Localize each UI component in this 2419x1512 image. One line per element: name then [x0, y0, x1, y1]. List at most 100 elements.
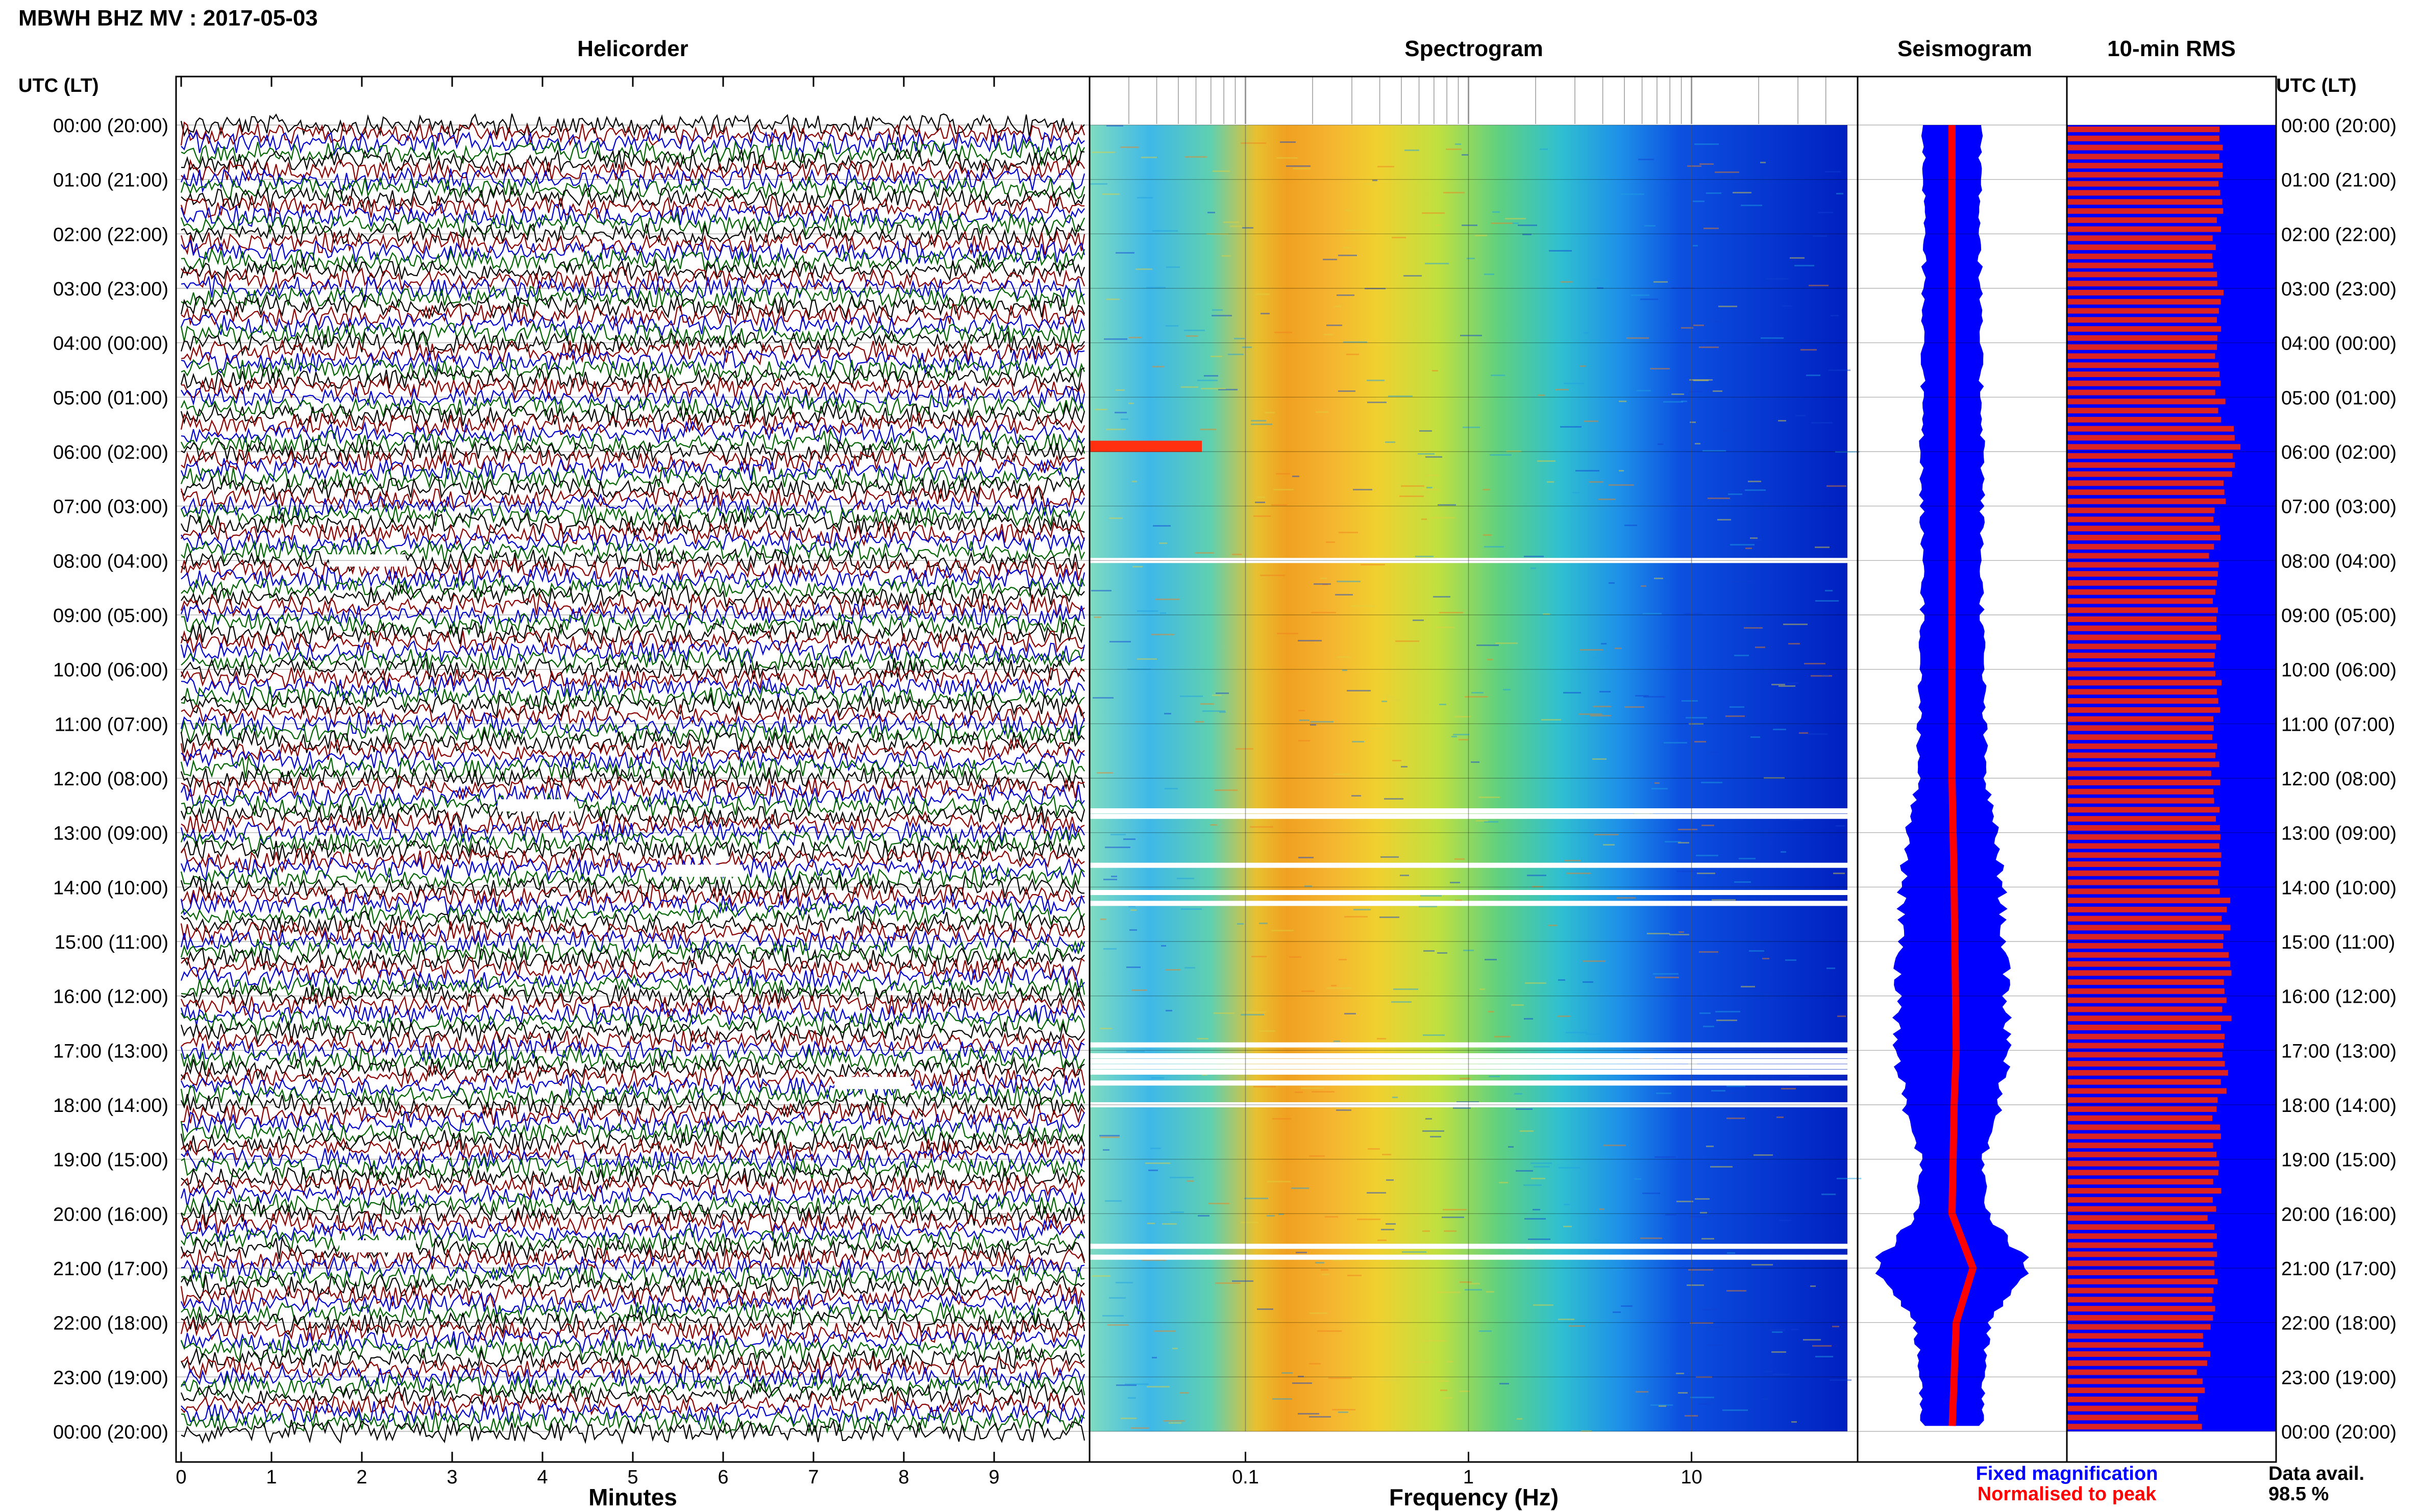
spectrogram-cell: [1693, 380, 1709, 381]
spectrogram-cell: [1186, 335, 1198, 337]
spectrogram-cell: [1291, 1187, 1309, 1189]
helicorder-trace: [180, 230, 1085, 256]
spectrogram-cell: [1741, 986, 1755, 987]
helicorder-trace: [180, 728, 1085, 754]
spectrogram-cell: [1642, 1193, 1660, 1194]
spectrogram-cell: [1556, 389, 1569, 390]
rms-bar: [2067, 1396, 2198, 1402]
hour-label-right: 11:00 (07:00): [2281, 714, 2395, 735]
spectrogram-cell: [1706, 1146, 1714, 1147]
spectrogram-cell: [1543, 613, 1550, 615]
helicorder-trace: [181, 420, 1085, 445]
spectrogram-cell: [1334, 1040, 1340, 1042]
hour-label-left: 04:00 (00:00): [53, 333, 168, 355]
spectrogram-cell: [1177, 878, 1194, 879]
rms-bar: [2067, 1424, 2202, 1430]
rms-bar: [2067, 290, 2224, 295]
spectrogram-cell: [1825, 590, 1833, 591]
spectrogram-cell: [1566, 1032, 1588, 1033]
spectrogram-cell: [1607, 1049, 1622, 1051]
rms-bar: [2067, 154, 2219, 160]
spectrogram-cell: [1549, 250, 1572, 252]
hour-label-right: 22:00 (18:00): [2281, 1313, 2397, 1334]
spectrogram-cell: [1105, 847, 1130, 848]
spectrogram-cell: [1339, 959, 1347, 960]
spectrogram-cell: [1773, 729, 1786, 730]
helicorder-trace: [181, 520, 1085, 547]
helicorder-trace: [181, 1409, 1085, 1436]
spectrogram-cell: [1655, 977, 1679, 978]
helicorder-trace: [180, 556, 1085, 583]
spectrogram-cell: [1833, 873, 1845, 874]
spectrogram-cell: [1334, 306, 1341, 307]
spectrogram-cell: [1232, 554, 1242, 555]
spectrogram-cell: [1241, 1014, 1264, 1015]
rms-bar: [2067, 1006, 2223, 1012]
spectrogram-cell: [1654, 578, 1663, 579]
spectrogram-cell: [1758, 1052, 1771, 1054]
helicorder-trace: [181, 1029, 1085, 1055]
spectrogram-cell: [1650, 368, 1670, 369]
spectrogram-cell: [1195, 552, 1214, 554]
spectrogram-cell: [1699, 951, 1718, 953]
helicorder-trace: [180, 1336, 1085, 1363]
minute-tick-label: 3: [447, 1467, 457, 1488]
rms-bar: [2067, 979, 2224, 985]
rms-bar: [2067, 444, 2241, 450]
rms-bar: [2067, 616, 2216, 622]
spectrogram-cell: [1115, 412, 1127, 413]
spectrogram-cell: [1093, 697, 1114, 699]
helicorder-trace: [180, 411, 1085, 437]
helicorder-trace: [180, 211, 1085, 238]
rms-bar: [2067, 571, 2218, 577]
spectrogram-cell: [1779, 685, 1795, 687]
helicorder-trace: [180, 920, 1085, 946]
spectrogram-cell: [1762, 958, 1769, 959]
helicorder-gap: [329, 554, 406, 567]
spectrogram-cell: [1344, 1013, 1356, 1014]
spectrogram-cell: [1172, 1348, 1178, 1349]
helicorder-trace: [181, 973, 1085, 1000]
rms-bar: [2067, 326, 2221, 332]
spectrogram-cell: [1592, 758, 1607, 760]
rms-bar: [2067, 353, 2215, 359]
spectrogram-cell: [1609, 484, 1634, 486]
spectrogram-cell: [1499, 1182, 1508, 1183]
spectrogram-cell: [1141, 157, 1157, 158]
helicorder-title: Helicorder: [577, 36, 688, 61]
spectrogram-cell: [1146, 287, 1166, 288]
rms-bar: [2067, 416, 2221, 423]
rms-bar: [2067, 471, 2232, 477]
spectrogram-cell: [1783, 624, 1808, 625]
spectrogram-cell: [1092, 152, 1115, 153]
hour-label-right: 21:00 (17:00): [2281, 1258, 2397, 1280]
spectrogram-cell: [1338, 390, 1355, 392]
spectrogram-cell: [1745, 548, 1752, 549]
spectrogram-cell: [1131, 1427, 1149, 1429]
spectrogram-cell: [1160, 612, 1166, 614]
helicorder-trace: [180, 1292, 1085, 1318]
hour-label-right: 23:00 (19:00): [2281, 1367, 2397, 1389]
helicorder-trace: [181, 1300, 1085, 1327]
spectrogram-cell: [1425, 475, 1439, 476]
spectrogram-cell: [1547, 481, 1554, 483]
helicorder-trace: [180, 828, 1085, 855]
spectrogram-cell: [1534, 1166, 1550, 1168]
spectrogram-cell: [1350, 605, 1374, 607]
spectrogram-cell: [1514, 1093, 1522, 1095]
spectrogram-cell: [1109, 641, 1131, 642]
rms-bar: [2067, 807, 2220, 813]
spectrogram-cell: [1599, 691, 1611, 692]
rms-bar: [2067, 163, 2223, 169]
spectrogram-cell: [1242, 227, 1253, 229]
spectrogram-cell: [1766, 278, 1789, 280]
rms-panel: [2067, 125, 2276, 1431]
hour-label-left: 01:00 (21:00): [53, 170, 168, 191]
spectrogram-cell: [1487, 659, 1493, 660]
rms-bar: [2067, 1324, 2211, 1330]
spectrogram-cell: [1710, 1166, 1733, 1168]
spectrogram-cell: [1347, 690, 1371, 691]
rms-bar: [2067, 653, 2215, 659]
rms-bar: [2067, 208, 2224, 214]
